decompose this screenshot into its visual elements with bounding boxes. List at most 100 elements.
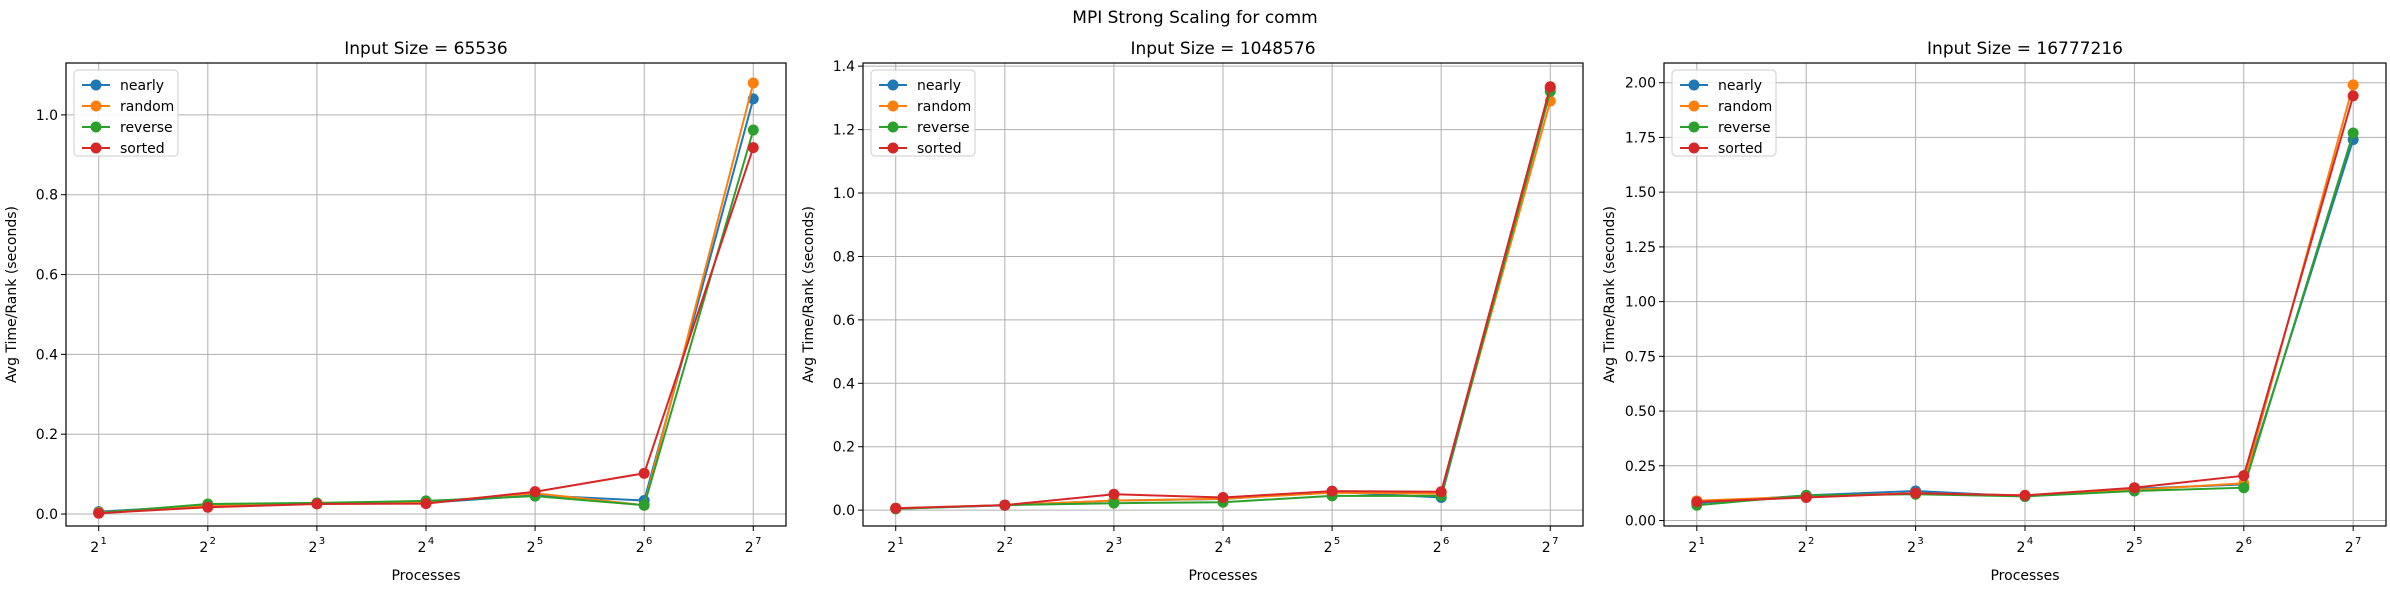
x-tick-label: 2 <box>887 540 896 556</box>
y-tick-label: 0.2 <box>36 427 58 443</box>
x-tick-exponent: 2 <box>210 536 216 547</box>
x-tick-exponent: 5 <box>1334 536 1340 547</box>
x-tick-exponent: 5 <box>2136 536 2142 547</box>
legend-label-nearly: nearly <box>120 78 164 94</box>
x-tick-label: 2 <box>1105 540 1114 556</box>
x-tick-exponent: 6 <box>1443 536 1449 547</box>
data-point-sorted <box>1435 486 1447 498</box>
x-tick-exponent: 4 <box>428 536 434 547</box>
y-tick-label: 1.4 <box>833 59 855 75</box>
legend-label-sorted: sorted <box>120 141 165 157</box>
legend-label-random: random <box>917 99 971 115</box>
legend-marker-reverse <box>1688 121 1700 133</box>
x-tick-exponent: 1 <box>1699 536 1705 547</box>
y-axis-label: Avg Time/Rank (seconds) <box>801 206 817 383</box>
x-axis-label: Processes <box>1990 568 2059 584</box>
data-point-sorted <box>420 498 432 510</box>
y-tick-label: 0.75 <box>1625 349 1656 365</box>
y-tick-label: 0.4 <box>36 347 58 363</box>
legend-marker-reverse <box>90 121 102 133</box>
x-tick-exponent: 1 <box>898 536 904 547</box>
data-point-sorted <box>1544 81 1556 93</box>
data-point-sorted <box>1108 488 1120 500</box>
y-tick-label: 1.0 <box>36 108 58 124</box>
y-tick-label: 0.0 <box>833 503 855 519</box>
legend-marker-nearly <box>90 79 102 91</box>
x-tick-label: 2 <box>636 540 645 556</box>
data-point-sorted <box>1217 491 1229 503</box>
x-tick-exponent: 3 <box>1116 536 1122 547</box>
x-tick-exponent: 6 <box>646 536 652 547</box>
x-tick-exponent: 7 <box>2355 536 2361 547</box>
legend-label-sorted: sorted <box>917 141 962 157</box>
y-tick-label: 0.50 <box>1625 404 1656 420</box>
x-tick-label: 2 <box>527 540 536 556</box>
legend-label-reverse: reverse <box>120 120 173 136</box>
x-tick-exponent: 7 <box>755 536 761 547</box>
x-tick-exponent: 2 <box>1808 536 1814 547</box>
y-axis-label: Avg Time/Rank (seconds) <box>4 206 20 383</box>
x-tick-label: 2 <box>2017 540 2026 556</box>
y-tick-label: 0.00 <box>1625 514 1656 530</box>
x-tick-label: 2 <box>996 540 1005 556</box>
legend-marker-random <box>887 100 899 112</box>
x-tick-exponent: 6 <box>2246 536 2252 547</box>
y-tick-label: 0.6 <box>36 268 58 284</box>
x-tick-label: 2 <box>1907 540 1916 556</box>
data-point-sorted <box>747 142 759 154</box>
y-tick-label: 0.0 <box>36 507 58 523</box>
data-point-sorted <box>2238 470 2250 482</box>
y-tick-label: 1.25 <box>1625 240 1656 256</box>
figure-suptitle: MPI Strong Scaling for comm <box>1072 8 1317 28</box>
axes-frame <box>1663 62 2387 527</box>
x-tick-exponent: 3 <box>1917 536 1923 547</box>
data-point-random <box>2347 79 2359 91</box>
data-point-sorted <box>1691 496 1703 508</box>
legend-box <box>870 69 976 157</box>
legend-label-reverse: reverse <box>1718 120 1771 136</box>
y-tick-label: 1.2 <box>833 123 855 139</box>
subplot-2: 2 1 2 2 2 3 2 4 2 5 2 6 2 70.00.20.40.60.81.01.21.4In… <box>801 39 1584 584</box>
data-point-sorted <box>2347 90 2359 102</box>
data-point-sorted <box>93 507 105 519</box>
x-tick-label: 2 <box>90 540 99 556</box>
legend-label-nearly: nearly <box>1718 78 1762 94</box>
legend-label-reverse: reverse <box>917 120 970 136</box>
data-point-sorted <box>202 501 214 513</box>
x-tick-label: 2 <box>418 540 427 556</box>
data-point-sorted <box>890 502 902 514</box>
subplot-title: Input Size = 65536 <box>344 39 507 59</box>
x-tick-exponent: 4 <box>2027 536 2033 547</box>
legend-marker-random <box>1688 100 1700 112</box>
legend-marker-random <box>90 100 102 112</box>
x-tick-label: 2 <box>2126 540 2135 556</box>
x-tick-label: 2 <box>1433 540 1442 556</box>
data-point-reverse <box>747 124 759 136</box>
legend-marker-reverse <box>887 121 899 133</box>
data-point-random <box>747 77 759 89</box>
legend-label-nearly: nearly <box>917 78 961 94</box>
data-point-reverse <box>2238 482 2250 494</box>
data-point-sorted <box>529 486 541 498</box>
x-tick-exponent: 7 <box>1552 536 1558 547</box>
axes-frame <box>862 62 1584 527</box>
data-point-reverse <box>1108 497 1120 509</box>
y-tick-label: 1.75 <box>1625 130 1656 146</box>
x-tick-label: 2 <box>1688 540 1697 556</box>
data-point-sorted <box>999 499 1011 511</box>
data-point-reverse <box>2347 127 2359 139</box>
x-tick-label: 2 <box>308 540 317 556</box>
legend-marker-sorted <box>90 142 102 154</box>
x-axis-label: Processes <box>391 568 460 584</box>
legend-marker-sorted <box>887 142 899 154</box>
x-tick-label: 2 <box>199 540 208 556</box>
subplot-title: Input Size = 16777216 <box>1927 39 2123 59</box>
y-tick-label: 2.00 <box>1625 76 1656 92</box>
legend-label-sorted: sorted <box>1718 141 1763 157</box>
y-tick-label: 0.2 <box>833 440 855 456</box>
y-axis-label: Avg Time/Rank (seconds) <box>1602 206 1618 383</box>
x-tick-exponent: 4 <box>1225 536 1231 547</box>
